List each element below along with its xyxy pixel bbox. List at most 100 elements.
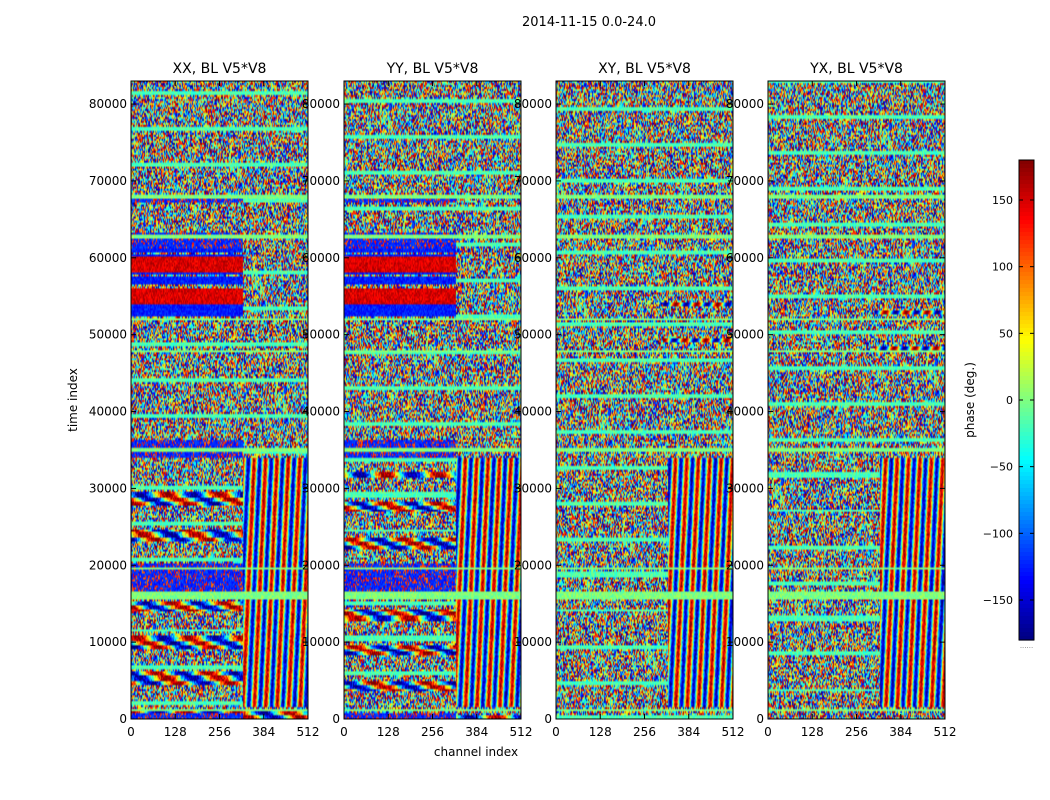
colorbar-segment <box>1019 464 1034 469</box>
colorbar-segment <box>1019 292 1034 297</box>
colorbar-segment <box>1019 572 1034 577</box>
colorbar-segment <box>1019 176 1034 181</box>
colorbar-segment <box>1019 160 1034 165</box>
colorbar-segment <box>1019 256 1034 261</box>
y-tick-label: 40000 <box>514 405 552 419</box>
y-tick-label: 60000 <box>302 251 340 265</box>
colorbar-segment <box>1019 252 1034 257</box>
y-axis-label: time index <box>66 368 80 432</box>
heatmap-image <box>556 81 733 719</box>
colorbar: −150 −100 −50 0 50 100 150...... <box>983 159 1035 650</box>
colorbar-segment <box>1019 384 1034 389</box>
figure-suptitle: 2014-11-15 0.0-24.0 <box>522 15 656 30</box>
y-tick-label: 50000 <box>726 328 764 342</box>
panel-xy: XY, BL V5*V8 0 128 256 384 512 0 10000 20000 3000… <box>514 61 745 739</box>
colorbar-segment <box>1019 376 1034 381</box>
y-tick-label: 20000 <box>726 558 764 572</box>
colorbar-segment <box>1019 524 1034 529</box>
colorbar-segment <box>1019 344 1034 349</box>
colorbar-segment <box>1019 552 1034 557</box>
colorbar-segment <box>1019 372 1034 377</box>
colorbar-segment <box>1019 468 1034 473</box>
colorbar-segment <box>1019 196 1034 201</box>
colorbar-segment <box>1019 192 1034 197</box>
colorbar-segment <box>1019 324 1034 329</box>
x-tick-label: 128 <box>377 725 400 739</box>
colorbar-segment <box>1019 576 1034 581</box>
colorbar-segment <box>1019 328 1034 333</box>
colorbar-segment <box>1019 284 1034 289</box>
colorbar-label: phase (deg.) <box>963 362 977 438</box>
colorbar-segment <box>1019 436 1034 441</box>
colorbar-segment <box>1019 296 1034 301</box>
y-tick-label: 0 <box>332 712 340 726</box>
x-tick-label: 384 <box>677 725 700 739</box>
colorbar-segment <box>1019 420 1034 425</box>
colorbar-segment <box>1019 500 1034 505</box>
colorbar-tick-label: −50 <box>990 461 1013 474</box>
colorbar-tick-label: 50 <box>999 327 1013 340</box>
colorbar-segment <box>1019 260 1034 265</box>
colorbar-segment <box>1019 180 1034 185</box>
panels-group: XX, BL V5*V8 0 128 256 384 512 0 10000 20000 3000… <box>89 61 957 739</box>
x-tick-label: 512 <box>934 725 957 739</box>
y-tick-label: 20000 <box>302 558 340 572</box>
colorbar-segment <box>1019 360 1034 365</box>
colorbar-segment <box>1019 396 1034 401</box>
colorbar-tick-label: −100 <box>983 527 1013 540</box>
panel-title: XY, BL V5*V8 <box>598 61 691 77</box>
colorbar-segment <box>1019 288 1034 293</box>
colorbar-segment <box>1019 492 1034 497</box>
x-axis-label: channel index <box>434 745 518 759</box>
colorbar-segment <box>1019 584 1034 589</box>
colorbar-segment <box>1019 428 1034 433</box>
colorbar-segment <box>1019 604 1034 609</box>
y-tick-label: 0 <box>756 712 764 726</box>
x-tick-label: 0 <box>340 725 348 739</box>
colorbar-segment <box>1019 392 1034 397</box>
colorbar-segment <box>1019 516 1034 521</box>
colorbar-segment <box>1019 440 1034 445</box>
colorbar-segment <box>1019 308 1034 313</box>
panel-yx: YX, BL V5*V8 0 128 256 384 512 0 10000 20000 3000… <box>726 61 957 739</box>
heatmap-image <box>344 81 521 719</box>
x-tick-label: 512 <box>722 725 745 739</box>
x-tick-label: 128 <box>589 725 612 739</box>
colorbar-tick-label: −150 <box>983 594 1013 607</box>
colorbar-segment <box>1019 616 1034 621</box>
colorbar-segment <box>1019 224 1034 229</box>
y-tick-label: 70000 <box>89 174 127 188</box>
colorbar-segment <box>1019 168 1034 173</box>
colorbar-segment <box>1019 184 1034 189</box>
colorbar-segment <box>1019 228 1034 233</box>
x-tick-label: 0 <box>127 725 135 739</box>
y-tick-label: 60000 <box>514 251 552 265</box>
colorbar-segment <box>1019 332 1034 337</box>
colorbar-segment <box>1019 316 1034 321</box>
colorbar-segment <box>1019 304 1034 309</box>
colorbar-segment <box>1019 452 1034 457</box>
colorbar-segment <box>1019 628 1034 633</box>
colorbar-segment <box>1019 532 1034 537</box>
y-tick-label: 50000 <box>514 328 552 342</box>
x-tick-label: 0 <box>764 725 772 739</box>
colorbar-segment <box>1019 540 1034 545</box>
colorbar-segment <box>1019 164 1034 169</box>
heatmap-image <box>131 81 308 719</box>
colorbar-segment <box>1019 536 1034 541</box>
colorbar-segment <box>1019 480 1034 485</box>
colorbar-segment <box>1019 312 1034 317</box>
colorbar-segment <box>1019 620 1034 625</box>
x-tick-label: 512 <box>297 725 320 739</box>
colorbar-segment <box>1019 564 1034 569</box>
colorbar-segment <box>1019 352 1034 357</box>
colorbar-segment <box>1019 236 1034 241</box>
x-tick-label: 256 <box>208 725 231 739</box>
colorbar-segment <box>1019 632 1034 637</box>
colorbar-segment <box>1019 272 1034 277</box>
colorbar-segment <box>1019 240 1034 245</box>
colorbar-segment <box>1019 456 1034 461</box>
y-tick-label: 30000 <box>514 481 552 495</box>
colorbar-segment <box>1019 544 1034 549</box>
